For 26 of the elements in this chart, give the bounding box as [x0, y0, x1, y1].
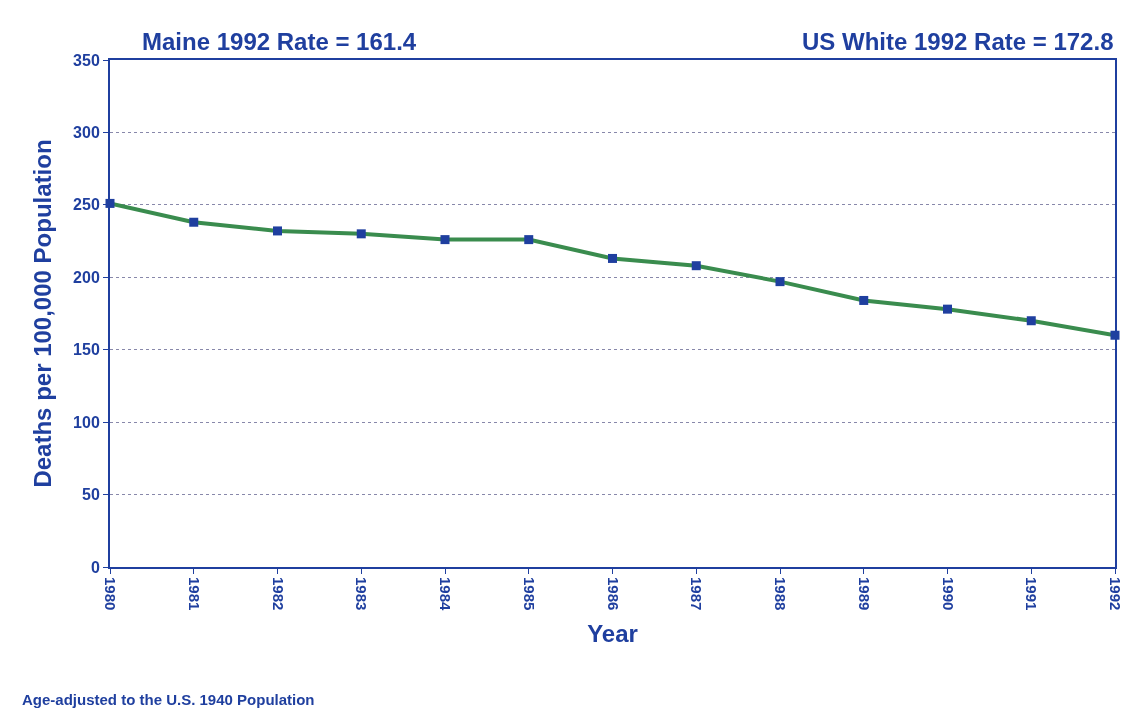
x-tick-label: 1986 — [604, 577, 622, 611]
y-tick-label: 150 — [73, 341, 100, 359]
x-tick-label: 1985 — [520, 577, 538, 611]
text: Age-adjusted to the U.S. 1940 Population — [22, 691, 315, 708]
x-tick-label: 1987 — [688, 577, 706, 611]
y-tick-label: 350 — [73, 51, 100, 69]
y-tick-label: 0 — [90, 558, 100, 576]
x-tick-label: 1990 — [939, 577, 957, 611]
x-tick-label: 1984 — [437, 577, 455, 612]
x-tick-label: 1991 — [1023, 577, 1041, 611]
y-tick-label: 100 — [73, 413, 100, 431]
x-tick-label: 1992 — [1107, 577, 1125, 611]
y-tick-label: 300 — [73, 124, 100, 142]
text: US White 1992 Rate = 172.8 — [802, 28, 1114, 55]
x-tick-label: 1980 — [102, 577, 120, 611]
y-tick-label: 50 — [82, 486, 100, 504]
y-tick-label: 250 — [73, 196, 100, 214]
x-tick-label: 1982 — [269, 577, 287, 611]
x-tick-label: 1988 — [772, 577, 790, 611]
x-tick-label: 1989 — [855, 577, 873, 611]
x-tick-label: 1983 — [353, 577, 371, 611]
x-tick-label: 1981 — [185, 577, 203, 611]
y-tick-label: 200 — [73, 268, 100, 286]
x-axis-title: Year — [587, 619, 638, 647]
text: Maine 1992 Rate = 161.4 — [142, 28, 417, 55]
y-axis-title: Deaths per 100,000 Population — [28, 139, 56, 488]
